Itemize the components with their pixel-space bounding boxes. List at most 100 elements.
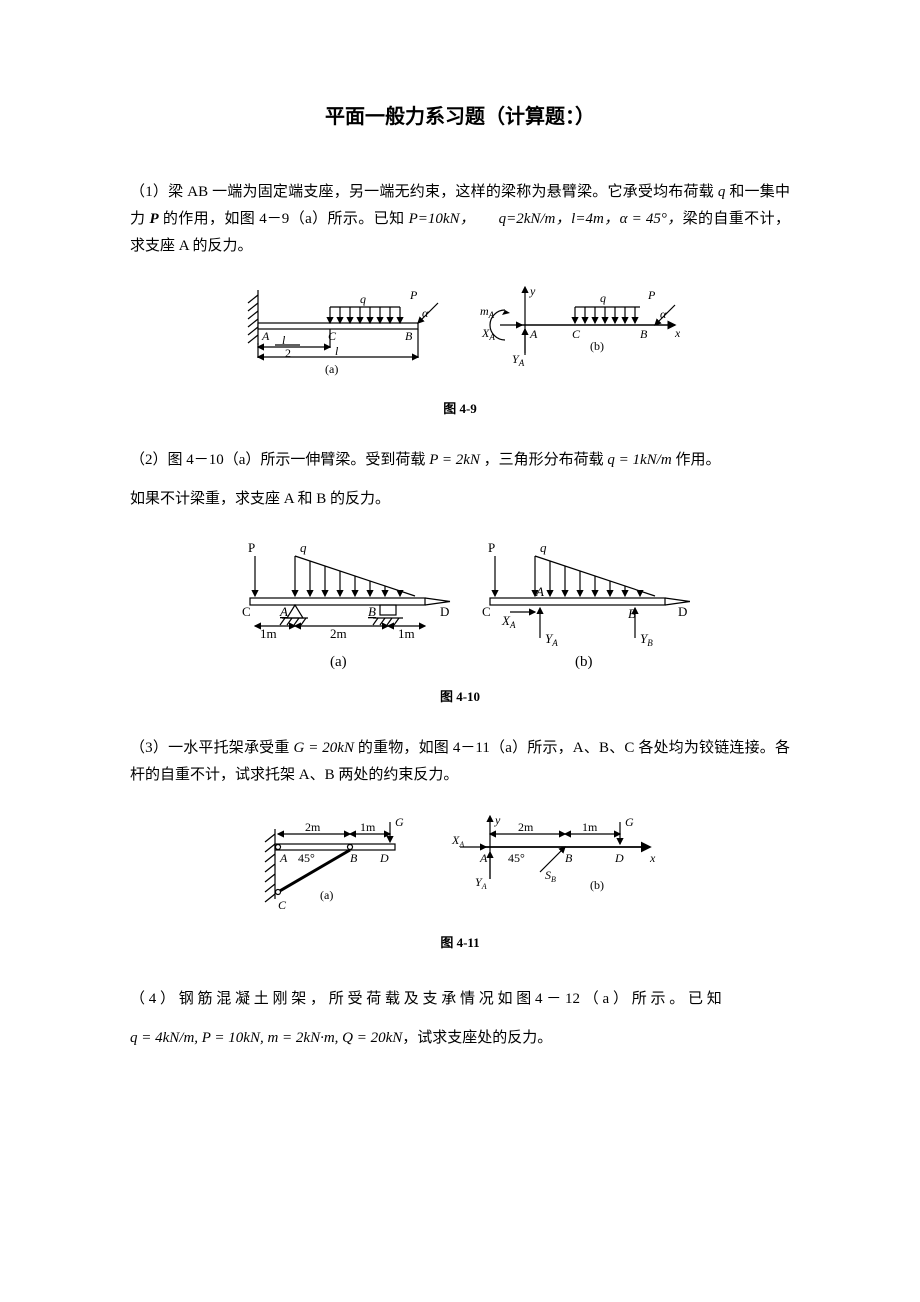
svg-text:α: α bbox=[660, 307, 667, 321]
svg-text:C: C bbox=[328, 329, 337, 343]
p4-num: （ 4 ） bbox=[130, 991, 175, 1007]
p2-num: （2） bbox=[130, 452, 168, 468]
p2-eq1: P = 2kN bbox=[429, 452, 480, 468]
svg-text:(a): (a) bbox=[325, 362, 338, 376]
p1-num: （1） bbox=[130, 184, 168, 200]
p1-eq2: q=2kN/m， bbox=[499, 211, 572, 227]
figure-4-11: G 2m 1m A 45° B D C (a) y x bbox=[130, 814, 790, 951]
svg-text:2: 2 bbox=[285, 346, 291, 360]
svg-text:45°: 45° bbox=[298, 851, 315, 865]
figure-4-10-caption: 图 4-10 bbox=[130, 686, 790, 705]
p4-t3: ，试求支座处的反力。 bbox=[402, 1030, 552, 1046]
problem-3: （3）一水平托架承受重 G = 20kN 的重物，如图 4－11（a）所示，A、… bbox=[130, 735, 790, 789]
svg-text:(a): (a) bbox=[330, 654, 347, 670]
svg-text:C: C bbox=[278, 898, 287, 912]
svg-text:D: D bbox=[379, 851, 389, 865]
svg-text:A: A bbox=[279, 604, 288, 619]
svg-text:l: l bbox=[335, 344, 339, 358]
svg-text:α: α bbox=[422, 306, 429, 320]
svg-text:45°: 45° bbox=[508, 851, 525, 865]
svg-text:D: D bbox=[614, 851, 624, 865]
problem-1: （1）梁 AB 一端为固定端支座，另一端无约束，这样的梁称为悬臂梁。它承受均布荷… bbox=[130, 179, 790, 260]
p1-t3: 的作用，如图 4－9（a）所示。已知 bbox=[159, 211, 409, 227]
svg-text:P: P bbox=[248, 540, 255, 555]
svg-text:(b): (b) bbox=[590, 878, 604, 892]
svg-text:YA: YA bbox=[545, 631, 558, 648]
svg-text:x: x bbox=[649, 851, 656, 865]
svg-text:A: A bbox=[535, 584, 544, 599]
svg-text:A: A bbox=[529, 327, 538, 341]
svg-text:y: y bbox=[494, 814, 501, 827]
svg-text:SB: SB bbox=[545, 868, 556, 884]
svg-text:x: x bbox=[674, 326, 680, 340]
svg-text:P: P bbox=[488, 540, 495, 555]
p4-figref: 4 － 12 （ a ） bbox=[535, 991, 628, 1007]
svg-text:B: B bbox=[640, 327, 648, 341]
svg-text:C: C bbox=[242, 604, 251, 619]
p2-t1: 图 4－10（a）所示一伸臂梁。受到荷载 bbox=[168, 452, 430, 468]
p1-P: P bbox=[150, 211, 159, 227]
svg-text:B: B bbox=[565, 851, 573, 865]
p2-eq2: q = 1kN/m bbox=[607, 452, 671, 468]
svg-text:YA: YA bbox=[512, 352, 525, 368]
p3-eq1: G = 20kN bbox=[293, 740, 353, 756]
svg-text:(b): (b) bbox=[590, 339, 604, 353]
svg-text:y: y bbox=[529, 285, 536, 298]
svg-text:1m: 1m bbox=[582, 820, 598, 834]
svg-text:q: q bbox=[600, 291, 606, 305]
p3-t1: 一水平托架承受重 bbox=[168, 740, 293, 756]
svg-text:2m: 2m bbox=[330, 626, 347, 641]
svg-text:XA: XA bbox=[501, 613, 516, 630]
svg-text:D: D bbox=[440, 604, 449, 619]
p1-eq3: l=4m， bbox=[571, 211, 619, 227]
svg-text:q: q bbox=[300, 540, 307, 555]
figure-4-11-svg: G 2m 1m A 45° B D C (a) y x bbox=[250, 814, 670, 924]
svg-text:YA: YA bbox=[475, 875, 487, 891]
svg-text:A: A bbox=[261, 329, 270, 343]
p4-t1: 钢 筋 混 凝 土 刚 架 ， 所 受 荷 载 及 支 承 情 况 如 图 bbox=[175, 991, 535, 1007]
svg-text:2m: 2m bbox=[518, 820, 534, 834]
figure-4-10: P q C A bbox=[130, 538, 790, 705]
page-title: 平面一般力系习题（计算题：） bbox=[130, 100, 790, 129]
svg-text:(a): (a) bbox=[320, 888, 333, 902]
svg-text:A: A bbox=[279, 851, 288, 865]
svg-text:XA: XA bbox=[481, 326, 495, 342]
problem-2: （2）图 4－10（a）所示一伸臂梁。受到荷载 P = 2kN ，三角形分布荷载… bbox=[130, 447, 790, 513]
svg-text:B: B bbox=[628, 606, 636, 621]
svg-text:C: C bbox=[572, 327, 581, 341]
svg-text:B: B bbox=[350, 851, 358, 865]
problem-4: （ 4 ） 钢 筋 混 凝 土 刚 架 ， 所 受 荷 载 及 支 承 情 况 … bbox=[130, 986, 790, 1052]
svg-text:(b): (b) bbox=[575, 654, 593, 670]
p4-t2: 所 示 。 已 知 bbox=[628, 991, 722, 1007]
svg-text:XA: XA bbox=[451, 833, 464, 849]
svg-text:D: D bbox=[678, 604, 687, 619]
svg-text:mA: mA bbox=[480, 304, 495, 320]
svg-text:B: B bbox=[368, 604, 376, 619]
svg-text:q: q bbox=[360, 292, 366, 306]
p2-t4: 如果不计梁重，求支座 A 和 B 的反力。 bbox=[130, 491, 390, 507]
svg-text:B: B bbox=[405, 329, 413, 343]
svg-text:A: A bbox=[479, 851, 488, 865]
p4-eq: q = 4kN/m, P = 10kN, m = 2kN·m, Q = 20kN bbox=[130, 1030, 402, 1046]
svg-text:1m: 1m bbox=[398, 626, 415, 641]
svg-text:G: G bbox=[395, 815, 404, 829]
svg-text:q: q bbox=[540, 540, 547, 555]
figure-4-9-svg: q P α A C B l 2 l (a) bbox=[240, 285, 680, 390]
p2-t2: ，三角形分布荷载 bbox=[480, 452, 608, 468]
p1-eq1: P=10kN， bbox=[409, 211, 468, 227]
svg-text:YB: YB bbox=[640, 631, 653, 648]
svg-text:P: P bbox=[647, 288, 656, 302]
figure-4-10-svg: P q C A bbox=[230, 538, 690, 678]
figure-4-9: q P α A C B l 2 l (a) bbox=[130, 285, 790, 417]
figure-4-9-caption: 图 4-9 bbox=[130, 398, 790, 417]
p2-t3: 作用。 bbox=[672, 452, 721, 468]
svg-text:G: G bbox=[625, 815, 634, 829]
svg-text:1m: 1m bbox=[360, 820, 376, 834]
figure-4-11-caption: 图 4-11 bbox=[130, 932, 790, 951]
svg-text:C: C bbox=[482, 604, 491, 619]
p1-t1: 梁 AB 一端为固定端支座，另一端无约束，这样的梁称为悬臂梁。它承受均布荷载 bbox=[168, 184, 718, 200]
svg-text:2m: 2m bbox=[305, 820, 321, 834]
p1-eq4: α = 45°， bbox=[620, 211, 683, 227]
svg-text:1m: 1m bbox=[260, 626, 277, 641]
p3-num: （3） bbox=[130, 740, 168, 756]
